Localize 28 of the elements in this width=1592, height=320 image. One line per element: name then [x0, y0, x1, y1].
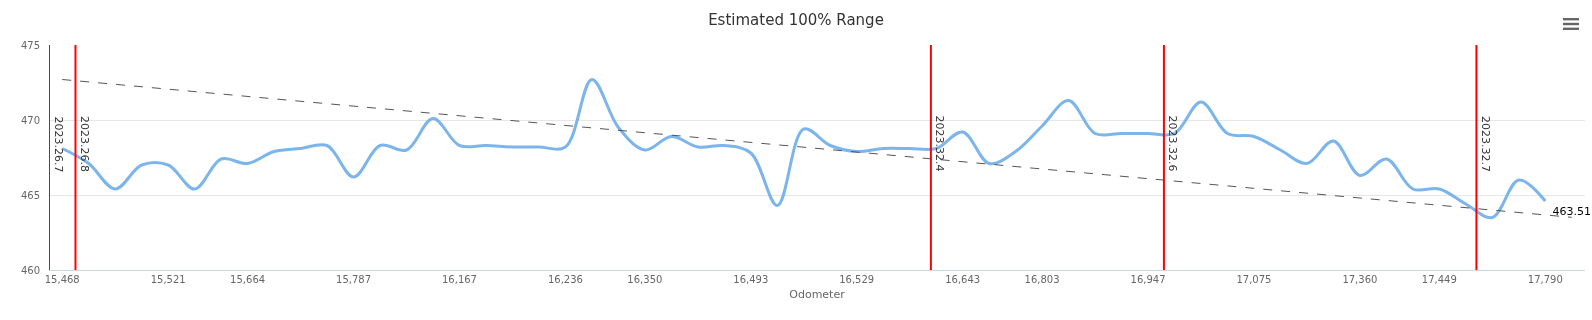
x-tick-label: 16,167	[441, 274, 477, 285]
annotation: 2023.26.8	[77, 116, 91, 172]
x-tick-label: 16,350	[627, 274, 663, 285]
y-tick-label: 465	[20, 189, 40, 201]
x-tick-label: 15,468	[44, 274, 80, 285]
chart-title: Estimated 100% Range	[708, 10, 884, 29]
x-tick-label: 15,787	[336, 274, 372, 285]
x-tick-label: 15,521	[150, 274, 186, 285]
x-tick-label: 17,790	[1527, 274, 1563, 285]
annotation: 2023.32.4	[933, 115, 947, 172]
x-tick-label: 17,075	[1236, 274, 1272, 285]
x-tick-label: 16,236	[547, 274, 583, 285]
x-tick-label: 16,529	[839, 274, 875, 285]
annotation: 2023.26.7	[51, 116, 65, 173]
x-axis-title: Odometer	[789, 288, 846, 302]
data-label: 463.51	[1552, 204, 1592, 218]
y-tick-label: 475	[20, 39, 40, 51]
y-tick-label: 470	[20, 114, 40, 126]
x-tick-label: 17,360	[1342, 274, 1378, 285]
x-tick-label: 16,643	[945, 274, 981, 285]
x-tick-label: 17,449	[1421, 274, 1457, 285]
annotation: 2023.32.7	[1478, 116, 1492, 173]
x-tick-label: 15,664	[230, 274, 266, 285]
x-tick-label: 16,803	[1024, 274, 1060, 285]
y-tick-label: 460	[20, 264, 40, 276]
annotation: 2023.32.6	[1166, 115, 1180, 172]
x-tick-label: 16,493	[733, 274, 769, 285]
x-tick-label: 16,947	[1130, 274, 1166, 285]
